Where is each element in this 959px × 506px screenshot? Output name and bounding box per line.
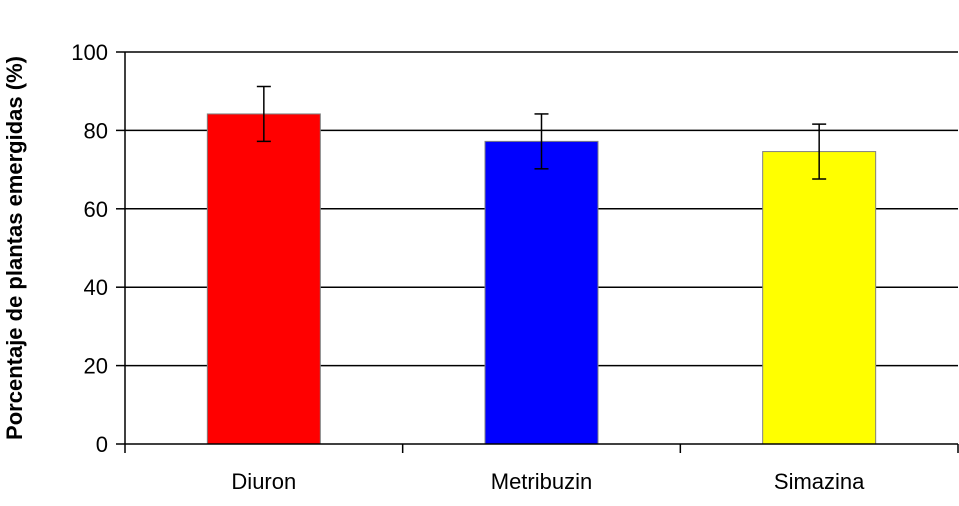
bar-simazina	[762, 151, 877, 445]
y-tick-label: 40	[84, 275, 108, 300]
axes	[116, 51, 959, 453]
y-tick-label: 80	[84, 118, 108, 143]
bar-metribuzin	[484, 140, 599, 445]
bars	[206, 113, 877, 445]
x-category-label: Diuron	[231, 469, 296, 494]
x-category-label: Metribuzin	[491, 469, 592, 494]
x-category-label: Simazina	[774, 469, 865, 494]
y-tick-label: 0	[96, 432, 108, 457]
y-tick-label: 20	[84, 354, 108, 379]
tick-labels: 0 20 40 60 80 100 Diuron Metribuzin Simazina	[71, 40, 865, 494]
y-tick-label: 60	[84, 197, 108, 222]
error-bars	[256, 85, 827, 180]
bar-diuron	[206, 113, 321, 445]
y-tick-label: 100	[71, 40, 108, 65]
y-axis-label: Porcentaje de plantas emergidas (%)	[2, 56, 27, 440]
